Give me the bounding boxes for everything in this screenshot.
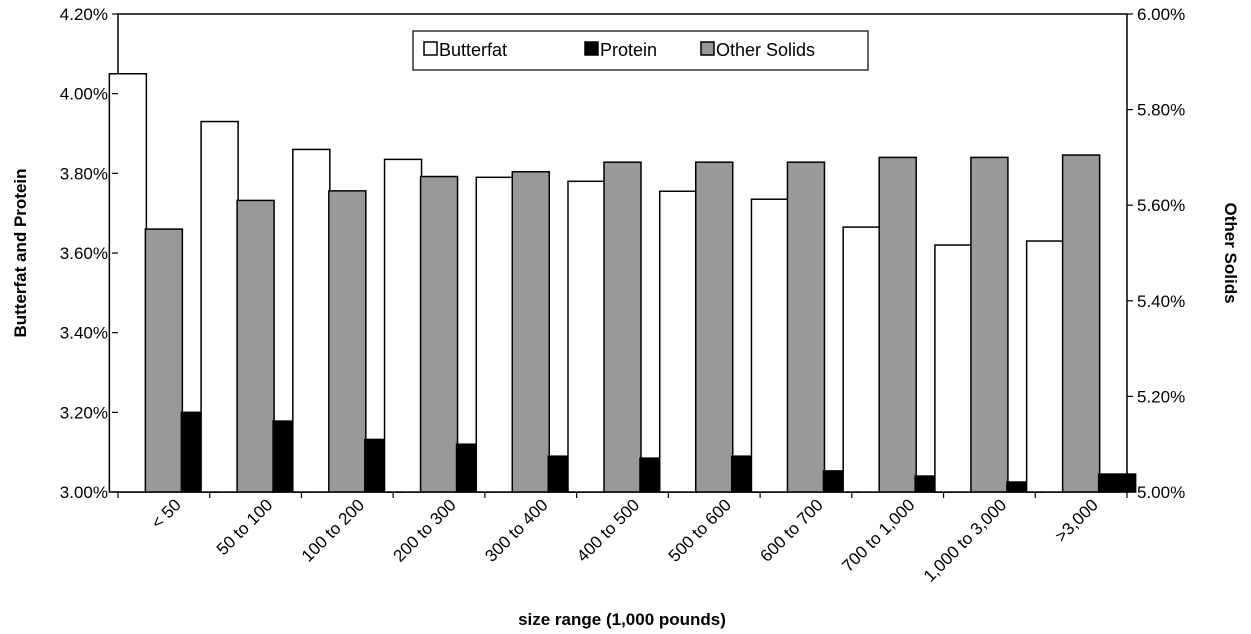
x-axis: < 50 50 to 100 100 to 200 200 to 300 300 to … bbox=[117, 492, 1128, 586]
legend-swatch-butterfat bbox=[423, 41, 438, 56]
bar-protein bbox=[1097, 473, 1137, 493]
legend: Butterfat Protein Other Solids bbox=[412, 30, 869, 71]
x-axis-title: size range (1,000 pounds) bbox=[518, 610, 726, 629]
right-axis: 5.00% 5.20% 5.40% 5.60% 5.80% 6.00% bbox=[1127, 5, 1185, 502]
bar-butterfat bbox=[108, 73, 148, 493]
x-tick-label: 1,000 to 3,000 bbox=[920, 495, 1010, 585]
x-tick-label: 100 to 200 bbox=[298, 495, 368, 565]
x-tick-label: 400 to 500 bbox=[573, 495, 643, 565]
bar-butterfat bbox=[658, 190, 698, 493]
bar-other-solids bbox=[511, 170, 551, 493]
right-axis-title: Other Solids bbox=[1221, 202, 1240, 303]
bar-other-solids bbox=[419, 175, 459, 493]
left-axis: 3.00% 3.20% 3.40% 3.60% 3.80% 4.00% 4.20% bbox=[60, 5, 118, 502]
bar-butterfat bbox=[842, 226, 881, 493]
bar-butterfat bbox=[1025, 240, 1065, 493]
left-tick-label: 4.20% bbox=[60, 5, 108, 24]
left-tick-label: 3.60% bbox=[60, 244, 108, 263]
left-tick-label: 3.80% bbox=[60, 164, 108, 183]
bar-other-solids bbox=[328, 190, 367, 493]
right-tick-label: 5.00% bbox=[1137, 483, 1185, 502]
right-tick-label: 5.20% bbox=[1137, 387, 1185, 406]
x-tick-label: < 50 bbox=[148, 495, 185, 532]
bar-butterfat bbox=[383, 158, 423, 493]
x-tick-label: 300 to 400 bbox=[481, 495, 551, 565]
bar-other-solids bbox=[786, 161, 826, 493]
bar-butterfat bbox=[200, 120, 239, 493]
x-tick-label: 500 to 600 bbox=[665, 495, 735, 565]
x-tick-label: 700 to 1,000 bbox=[838, 495, 918, 575]
x-tick-label: 50 to 100 bbox=[213, 495, 277, 559]
left-tick-label: 4.00% bbox=[60, 85, 108, 104]
right-tick-label: 5.60% bbox=[1137, 196, 1185, 215]
bar-butterfat bbox=[750, 198, 790, 493]
bar-butterfat bbox=[934, 244, 973, 493]
bar-other-solids bbox=[1061, 154, 1101, 493]
legend-swatch-protein bbox=[584, 41, 599, 56]
bar-other-solids bbox=[603, 161, 642, 493]
legend-label-other-solids: Other Solids bbox=[716, 40, 815, 60]
bar-butterfat bbox=[567, 180, 606, 493]
bar-other-solids bbox=[970, 156, 1009, 493]
right-tick-label: 5.40% bbox=[1137, 292, 1185, 311]
bar-butterfat bbox=[475, 176, 515, 493]
bar-butterfat bbox=[292, 148, 331, 493]
left-axis-title: Butterfat and Protein bbox=[11, 168, 30, 337]
x-tick-label: >3,000 bbox=[1051, 495, 1102, 546]
x-tick-label: 200 to 300 bbox=[390, 495, 460, 565]
right-tick-label: 5.80% bbox=[1137, 101, 1185, 120]
right-tick-label: 6.00% bbox=[1137, 5, 1185, 24]
bar-other-solids bbox=[144, 228, 184, 493]
legend-box bbox=[412, 30, 869, 71]
bar-other-solids bbox=[878, 156, 917, 493]
left-tick-label: 3.00% bbox=[60, 483, 108, 502]
legend-label-protein: Protein bbox=[600, 40, 657, 60]
left-tick-label: 3.40% bbox=[60, 324, 108, 343]
bars-layer bbox=[108, 73, 1137, 493]
x-tick-label: 600 to 700 bbox=[757, 495, 827, 565]
bar-other-solids bbox=[236, 199, 275, 493]
legend-label-butterfat: Butterfat bbox=[439, 40, 507, 60]
left-tick-label: 3.20% bbox=[60, 403, 108, 422]
bar-other-solids bbox=[694, 161, 734, 493]
legend-swatch-other-solids bbox=[700, 41, 715, 56]
